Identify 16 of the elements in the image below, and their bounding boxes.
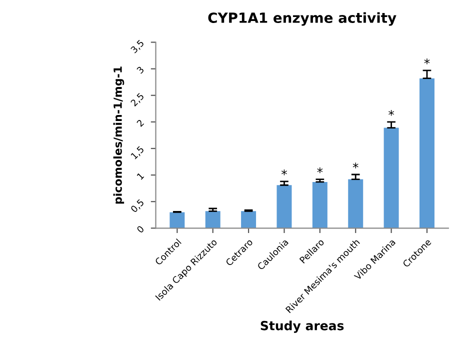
y-axis-title: picomoles/min-1/mg-1 — [113, 66, 124, 204]
annotation: * — [281, 170, 287, 176]
y-tick-label: 2,5 — [130, 92, 145, 108]
annotation: * — [317, 167, 323, 174]
y-tick-label: 1,5 — [130, 146, 145, 160]
annotation: * — [352, 162, 358, 168]
x-axis-title: Study areas — [260, 320, 344, 333]
annotation: * — [424, 58, 430, 64]
y-tick-label: 3 — [136, 66, 144, 74]
y-tick-label: 1 — [136, 172, 144, 180]
y-tick-label: 3,5 — [130, 39, 145, 54]
y-tick-label: 2 — [136, 119, 144, 127]
annotation: * — [388, 110, 394, 116]
y-tick-label: 0,5 — [130, 198, 145, 214]
y-tick-label: 0 — [136, 225, 144, 234]
chart-title: CYP1A1 enzyme activity — [208, 12, 396, 26]
